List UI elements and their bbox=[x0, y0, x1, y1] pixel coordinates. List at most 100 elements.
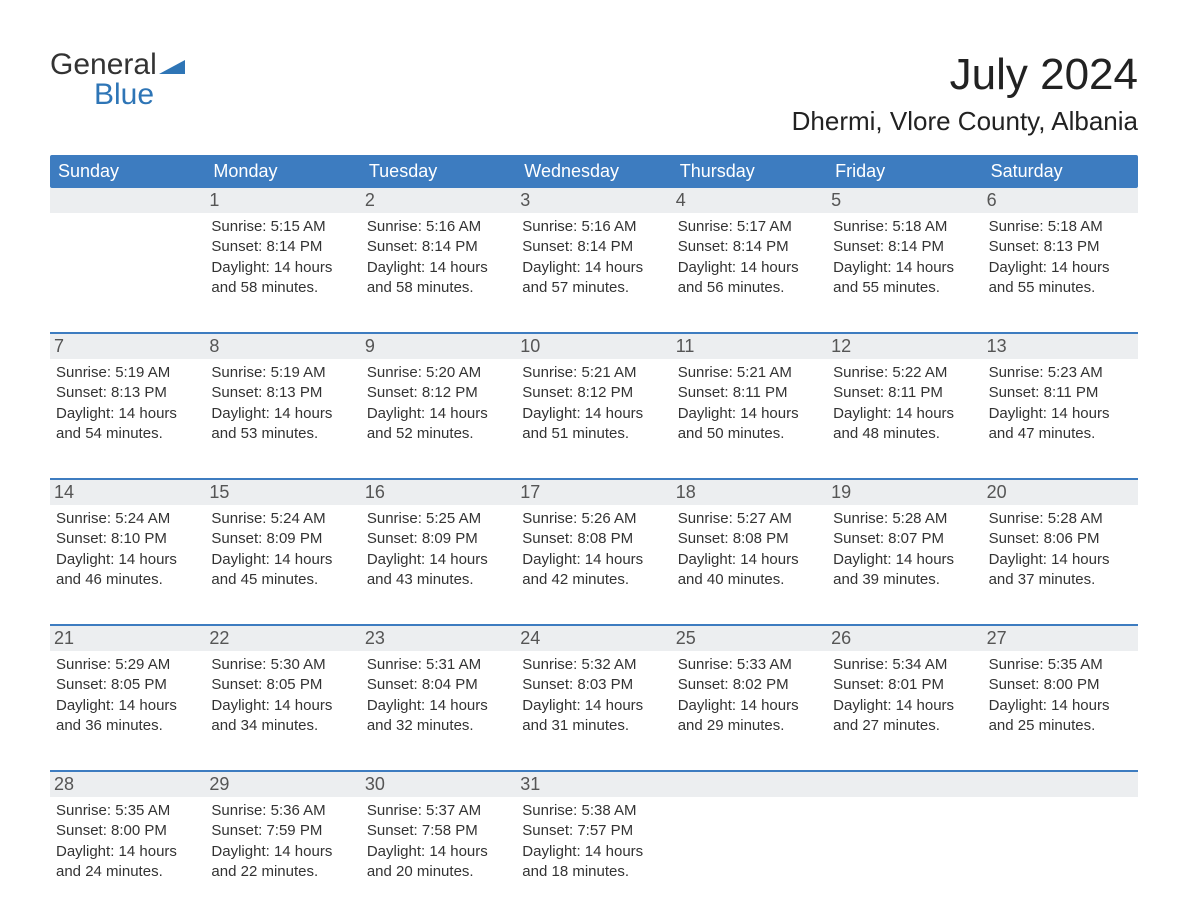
sunset-text: Sunset: 8:02 PM bbox=[678, 675, 821, 695]
day-number: 22 bbox=[205, 626, 360, 651]
day-body: Sunrise: 5:36 AMSunset: 7:59 PMDaylight:… bbox=[211, 801, 354, 882]
day-body: Sunrise: 5:28 AMSunset: 8:07 PMDaylight:… bbox=[833, 509, 976, 590]
day-body: Sunrise: 5:37 AMSunset: 7:58 PMDaylight:… bbox=[367, 801, 510, 882]
day-body: Sunrise: 5:34 AMSunset: 8:01 PMDaylight:… bbox=[833, 655, 976, 736]
sunrise-text: Sunrise: 5:23 AM bbox=[989, 363, 1132, 383]
day-cell: 31Sunrise: 5:38 AMSunset: 7:57 PMDayligh… bbox=[516, 772, 671, 902]
sunset-text: Sunset: 8:14 PM bbox=[833, 237, 976, 257]
day-body: Sunrise: 5:35 AMSunset: 8:00 PMDaylight:… bbox=[989, 655, 1132, 736]
sunset-text: Sunset: 8:00 PM bbox=[56, 821, 199, 841]
sunset-text: Sunset: 8:14 PM bbox=[678, 237, 821, 257]
day-cell: 1Sunrise: 5:15 AMSunset: 8:14 PMDaylight… bbox=[205, 188, 360, 318]
sunrise-text: Sunrise: 5:36 AM bbox=[211, 801, 354, 821]
day-body: Sunrise: 5:19 AMSunset: 8:13 PMDaylight:… bbox=[56, 363, 199, 444]
day-body: Sunrise: 5:26 AMSunset: 8:08 PMDaylight:… bbox=[522, 509, 665, 590]
month-title: July 2024 bbox=[792, 50, 1138, 100]
day-cell bbox=[50, 188, 205, 318]
day-body: Sunrise: 5:17 AMSunset: 8:14 PMDaylight:… bbox=[678, 217, 821, 298]
day-cell: 26 Sunrise: 5:34 AMSunset: 8:01 PMDayligh… bbox=[827, 626, 982, 756]
day-number: 10 bbox=[516, 334, 671, 359]
sunrise-text: Sunrise: 5:16 AM bbox=[367, 217, 510, 237]
daylight-text: Daylight: 14 hours and 54 minutes. bbox=[56, 404, 199, 445]
sunrise-text: Sunrise: 5:18 AM bbox=[833, 217, 976, 237]
daylight-text: Daylight: 14 hours and 32 minutes. bbox=[367, 696, 510, 737]
day-number bbox=[50, 188, 205, 213]
week-row: 7Sunrise: 5:19 AMSunset: 8:13 PMDaylight… bbox=[50, 332, 1138, 464]
dow-row: Sunday Monday Tuesday Wednesday Thursday… bbox=[50, 155, 1138, 188]
day-body: Sunrise: 5:22 AMSunset: 8:11 PMDaylight:… bbox=[833, 363, 976, 444]
sunrise-text: Sunrise: 5:21 AM bbox=[678, 363, 821, 383]
sunrise-text: Sunrise: 5:31 AM bbox=[367, 655, 510, 675]
week-row: 28Sunrise: 5:35 AMSunset: 8:00 PMDayligh… bbox=[50, 770, 1138, 902]
daylight-text: Daylight: 14 hours and 39 minutes. bbox=[833, 550, 976, 591]
day-cell: 12 Sunrise: 5:22 AMSunset: 8:11 PMDayligh… bbox=[827, 334, 982, 464]
daylight-text: Daylight: 14 hours and 25 minutes. bbox=[989, 696, 1132, 737]
day-number: 26 bbox=[827, 626, 982, 651]
daylight-text: Daylight: 14 hours and 36 minutes. bbox=[56, 696, 199, 737]
daylight-text: Daylight: 14 hours and 55 minutes. bbox=[833, 258, 976, 299]
day-cell: 3Sunrise: 5:16 AMSunset: 8:14 PMDaylight… bbox=[516, 188, 671, 318]
day-body: Sunrise: 5:15 AMSunset: 8:14 PMDaylight:… bbox=[211, 217, 354, 298]
sunset-text: Sunset: 8:00 PM bbox=[989, 675, 1132, 695]
dow-monday: Monday bbox=[205, 155, 360, 188]
daylight-text: Daylight: 14 hours and 22 minutes. bbox=[211, 842, 354, 883]
day-number: 2 bbox=[361, 188, 516, 213]
sunrise-text: Sunrise: 5:38 AM bbox=[522, 801, 665, 821]
day-body: Sunrise: 5:30 AMSunset: 8:05 PMDaylight:… bbox=[211, 655, 354, 736]
sunrise-text: Sunrise: 5:26 AM bbox=[522, 509, 665, 529]
sunrise-text: Sunrise: 5:33 AM bbox=[678, 655, 821, 675]
day-number: 15 bbox=[205, 480, 360, 505]
daylight-text: Daylight: 14 hours and 47 minutes. bbox=[989, 404, 1132, 445]
day-body: Sunrise: 5:16 AMSunset: 8:14 PMDaylight:… bbox=[522, 217, 665, 298]
day-body: Sunrise: 5:24 AMSunset: 8:09 PMDaylight:… bbox=[211, 509, 354, 590]
sunset-text: Sunset: 7:57 PM bbox=[522, 821, 665, 841]
day-cell: 10Sunrise: 5:21 AMSunset: 8:12 PMDayligh… bbox=[516, 334, 671, 464]
logo-line1: General bbox=[50, 50, 157, 80]
logo: General Blue bbox=[50, 50, 185, 110]
sunset-text: Sunset: 8:05 PM bbox=[56, 675, 199, 695]
day-body: Sunrise: 5:33 AMSunset: 8:02 PMDaylight:… bbox=[678, 655, 821, 736]
day-number: 13 bbox=[983, 334, 1138, 359]
daylight-text: Daylight: 14 hours and 50 minutes. bbox=[678, 404, 821, 445]
day-cell: 29 Sunrise: 5:36 AMSunset: 7:59 PMDayligh… bbox=[205, 772, 360, 902]
sunrise-text: Sunrise: 5:35 AM bbox=[989, 655, 1132, 675]
daylight-text: Daylight: 14 hours and 20 minutes. bbox=[367, 842, 510, 883]
day-body: Sunrise: 5:19 AMSunset: 8:13 PMDaylight:… bbox=[211, 363, 354, 444]
day-body: Sunrise: 5:25 AMSunset: 8:09 PMDaylight:… bbox=[367, 509, 510, 590]
logo-line2: Blue bbox=[50, 80, 185, 110]
day-number bbox=[672, 772, 827, 797]
day-number: 28 bbox=[50, 772, 205, 797]
daylight-text: Daylight: 14 hours and 57 minutes. bbox=[522, 258, 665, 299]
day-cell: 21Sunrise: 5:29 AMSunset: 8:05 PMDayligh… bbox=[50, 626, 205, 756]
day-cell: 9Sunrise: 5:20 AMSunset: 8:12 PMDaylight… bbox=[361, 334, 516, 464]
sunset-text: Sunset: 8:12 PM bbox=[367, 383, 510, 403]
day-cell: 2Sunrise: 5:16 AMSunset: 8:14 PMDaylight… bbox=[361, 188, 516, 318]
daylight-text: Daylight: 14 hours and 52 minutes. bbox=[367, 404, 510, 445]
sunset-text: Sunset: 7:59 PM bbox=[211, 821, 354, 841]
day-cell: 18Sunrise: 5:27 AMSunset: 8:08 PMDayligh… bbox=[672, 480, 827, 610]
sunrise-text: Sunrise: 5:27 AM bbox=[678, 509, 821, 529]
day-number: 7 bbox=[50, 334, 205, 359]
day-number: 25 bbox=[672, 626, 827, 651]
day-number: 29 bbox=[205, 772, 360, 797]
sunset-text: Sunset: 8:03 PM bbox=[522, 675, 665, 695]
day-cell: 17Sunrise: 5:26 AMSunset: 8:08 PMDayligh… bbox=[516, 480, 671, 610]
title-block: July 2024 Dhermi, Vlore County, Albania bbox=[792, 50, 1138, 137]
week-row: 1Sunrise: 5:15 AMSunset: 8:14 PMDaylight… bbox=[50, 188, 1138, 318]
day-body: Sunrise: 5:31 AMSunset: 8:04 PMDaylight:… bbox=[367, 655, 510, 736]
sunset-text: Sunset: 8:04 PM bbox=[367, 675, 510, 695]
sunset-text: Sunset: 8:13 PM bbox=[989, 237, 1132, 257]
sunrise-text: Sunrise: 5:37 AM bbox=[367, 801, 510, 821]
day-number: 12 bbox=[827, 334, 982, 359]
sunset-text: Sunset: 8:10 PM bbox=[56, 529, 199, 549]
dow-sunday: Sunday bbox=[50, 155, 205, 188]
sunset-text: Sunset: 8:14 PM bbox=[522, 237, 665, 257]
day-number bbox=[983, 772, 1138, 797]
sunset-text: Sunset: 8:08 PM bbox=[678, 529, 821, 549]
sunrise-text: Sunrise: 5:19 AM bbox=[211, 363, 354, 383]
daylight-text: Daylight: 14 hours and 24 minutes. bbox=[56, 842, 199, 883]
sunrise-text: Sunrise: 5:29 AM bbox=[56, 655, 199, 675]
daylight-text: Daylight: 14 hours and 58 minutes. bbox=[211, 258, 354, 299]
daylight-text: Daylight: 14 hours and 43 minutes. bbox=[367, 550, 510, 591]
sunrise-text: Sunrise: 5:28 AM bbox=[989, 509, 1132, 529]
